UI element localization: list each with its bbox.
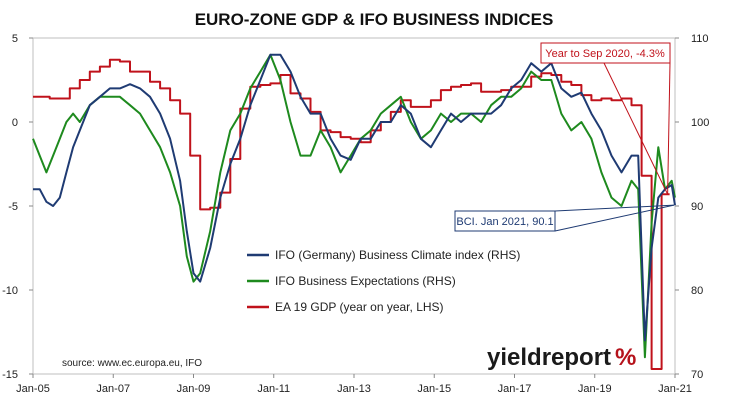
brand-logo: yieldreport% (487, 344, 636, 371)
annotation-bci: BCI. Jan 2021, 90.1 (454, 204, 675, 232)
series-layer (32, 53, 676, 370)
x-tick-label: Jan-19 (578, 383, 612, 395)
source-note: source: www.ec.europa.eu, IFO (62, 358, 202, 369)
chart-title: EURO-ZONE GDP & IFO BUSINESS INDICES (195, 10, 554, 29)
x-tick-label: Jan-07 (96, 383, 130, 395)
x-tick-label: Jan-15 (417, 383, 451, 395)
left-tick-label: 5 (12, 33, 18, 45)
plot-area (32, 37, 676, 375)
annotation-bci-text: BCI. Jan 2021, 90.1 (456, 216, 553, 228)
series-line-exp (32, 53, 676, 359)
x-axis: Jan-05 Jan-07 Jan-09 Jan-11 Jan-13 Jan-15 Jan-… (16, 374, 692, 395)
left-axis: -15 -10 -5 0 5 (2, 33, 33, 381)
annotation-gdp: Year to Sep 2020, -4.3% (540, 42, 671, 195)
legend-label-gdp: EA 19 GDP (year on year, LHS) (275, 300, 444, 314)
x-tick-label: Jan-11 (257, 383, 290, 395)
series-line-bci (33, 53, 676, 342)
right-tick-label: 110 (691, 33, 709, 45)
annotation-gdp-leader (603, 62, 669, 195)
right-tick-label: 80 (691, 285, 703, 297)
annotation-gdp-text: Year to Sep 2020, -4.3% (545, 48, 665, 60)
annotation-gdp-leader (667, 62, 671, 195)
x-tick-label: Jan-13 (337, 383, 371, 395)
left-tick-label: 0 (12, 117, 18, 129)
right-tick-label: 90 (691, 201, 703, 213)
x-tick-label: Jan-05 (16, 383, 50, 395)
right-axis: 70 80 90 100 110 (675, 33, 709, 381)
annotation-bci-box (454, 210, 556, 232)
brand-name: yieldreport (487, 344, 611, 371)
left-tick-label: -5 (8, 201, 18, 213)
x-tick-label: Jan-21 (658, 383, 692, 395)
x-tick-label: Jan-09 (177, 383, 211, 395)
left-tick-label: -10 (2, 285, 18, 297)
legend: IFO (Germany) Business Climate index (RH… (247, 248, 520, 314)
left-tick-label: -15 (2, 369, 18, 381)
annotations: Year to Sep 2020, -4.3% BCI. Jan 2021, 90… (454, 42, 675, 232)
svg-text:yieldreport%: yieldreport% (487, 344, 636, 371)
series-line-gdp (33, 58, 670, 370)
right-tick-label: 100 (691, 117, 709, 129)
annotation-bci-leader (554, 204, 675, 212)
right-tick-label: 70 (691, 369, 703, 381)
legend-label-expectations: IFO Business Expectations (RHS) (275, 274, 456, 288)
annotation-gdp-box (540, 42, 671, 64)
x-tick-label: Jan-17 (498, 383, 532, 395)
annotation-bci-leader (554, 204, 675, 232)
brand-percent-mark: % (615, 344, 636, 371)
legend-label-bci: IFO (Germany) Business Climate index (RH… (275, 248, 520, 262)
